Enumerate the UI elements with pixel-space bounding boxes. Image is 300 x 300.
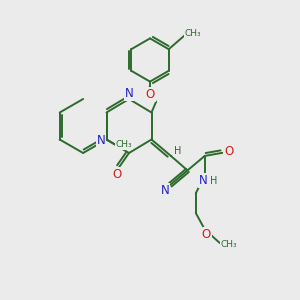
Text: CH₃: CH₃ [220, 240, 237, 249]
Text: CH₃: CH₃ [115, 140, 132, 149]
Text: CH₃: CH₃ [184, 29, 201, 38]
Text: O: O [201, 228, 211, 241]
Text: O: O [224, 146, 234, 158]
Text: N: N [124, 87, 134, 100]
Text: N: N [97, 134, 106, 148]
Text: N: N [160, 184, 169, 197]
Text: O: O [112, 168, 122, 181]
Text: N: N [199, 174, 207, 187]
Text: O: O [146, 88, 154, 101]
Text: H: H [210, 176, 218, 186]
Text: H: H [174, 146, 181, 157]
